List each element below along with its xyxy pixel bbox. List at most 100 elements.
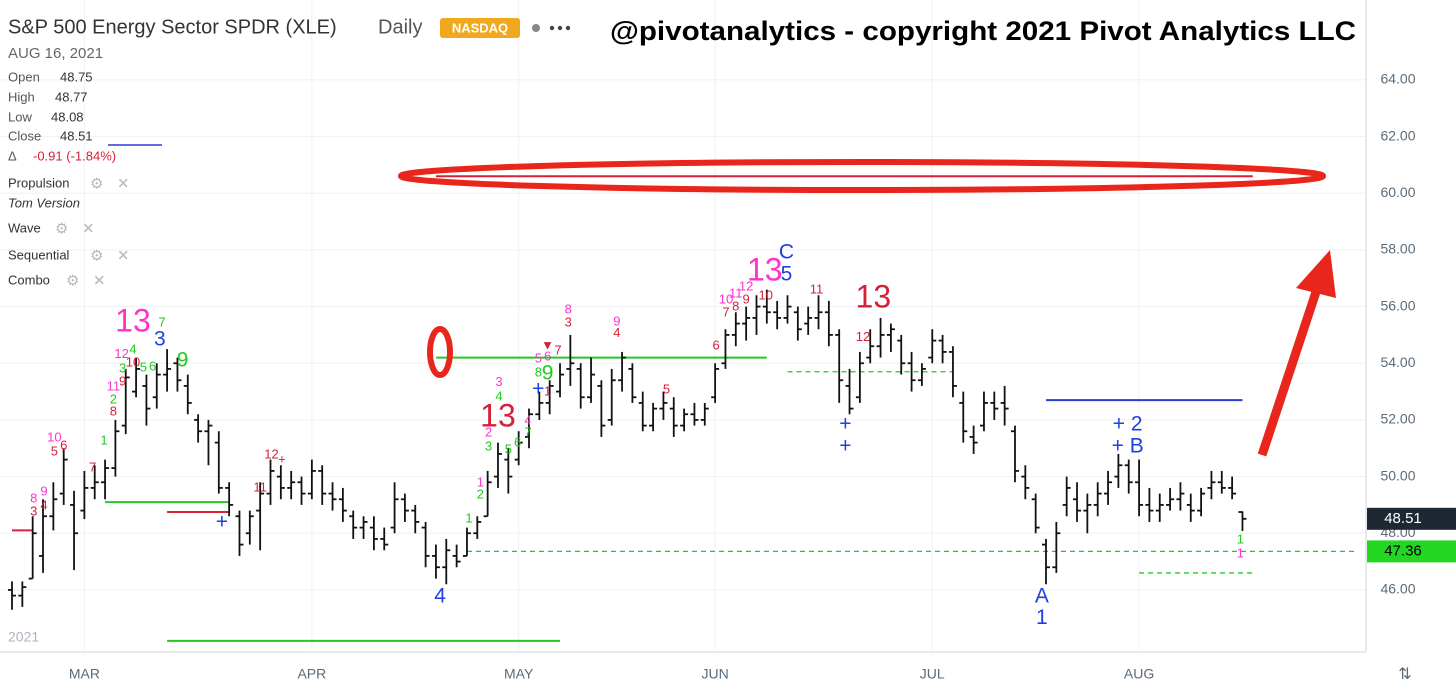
ohlc-bar	[1135, 459, 1144, 517]
ohlc-bar	[886, 323, 895, 352]
annotation: 1	[1237, 531, 1244, 546]
ohlc-bar	[1104, 470, 1113, 505]
annotation: 13	[480, 397, 516, 433]
ohlc-bar	[1000, 385, 1009, 426]
annotation: 1	[544, 383, 551, 398]
ohlc-bar	[452, 544, 461, 568]
annotation: 5	[140, 360, 147, 375]
annotation: 8	[565, 301, 572, 316]
annotation: 3	[485, 438, 492, 453]
ohlc-bar	[1207, 470, 1216, 500]
menu-dot[interactable]	[565, 25, 571, 31]
annotation: 12	[264, 446, 278, 461]
ohlc-value: 48.51	[60, 128, 93, 143]
ohlc-bar	[742, 306, 751, 341]
settings-icon[interactable]: ⚙	[55, 220, 68, 238]
annotation: 10	[719, 292, 733, 307]
ohlc-bar	[318, 465, 327, 505]
annotation: 9	[40, 483, 47, 498]
ohlc-bar	[214, 431, 223, 494]
close-icon[interactable]: ✕	[117, 175, 130, 193]
ohlc-bar	[225, 482, 234, 517]
ohlc-bar	[204, 419, 213, 466]
scale-toggle[interactable]: ⇅	[1398, 666, 1411, 683]
ohlc-bar	[917, 363, 926, 386]
ohlc-bar	[245, 510, 254, 545]
annotation: 3	[565, 314, 572, 329]
ohlc-bar	[628, 363, 637, 403]
ohlc-bar	[80, 470, 89, 520]
indicator[interactable]: Combo	[8, 272, 50, 287]
ohlc-bar	[483, 470, 492, 518]
x-tick-label: APR	[297, 666, 326, 682]
ohlc-bar	[876, 317, 885, 358]
close-icon[interactable]: ✕	[82, 220, 95, 238]
ohlc-bar	[804, 306, 813, 335]
ohlc-bar	[1197, 487, 1206, 517]
ohlc-bar	[287, 470, 296, 500]
ohlc-bar	[101, 459, 110, 500]
y-tick-label: 54.00	[1380, 354, 1415, 370]
annotation: 11	[107, 378, 121, 393]
exchange: NASDAQ	[452, 20, 508, 35]
annotation: 1	[477, 474, 484, 489]
ohlc-bar	[938, 334, 947, 364]
ohlc-bar	[721, 329, 730, 369]
ohlc-bar	[576, 363, 585, 409]
ohlc-bar	[597, 380, 606, 437]
close-icon[interactable]: ✕	[117, 247, 130, 265]
ohlc-bar	[39, 499, 48, 573]
ohlc-bar	[504, 448, 513, 494]
ohlc-bar	[845, 368, 854, 415]
menu-dot[interactable]	[549, 25, 555, 31]
annotation: 4	[524, 412, 531, 427]
ohlc-bar	[142, 374, 151, 426]
settings-icon[interactable]: ⚙	[66, 272, 79, 290]
annotation: 10	[47, 429, 61, 444]
x-tick-label: JUL	[920, 666, 945, 682]
annotation: 7	[524, 424, 531, 439]
annotation: 7	[158, 314, 165, 329]
annotation: 11	[729, 285, 743, 300]
annotation: 13	[856, 278, 892, 314]
annotation: 13	[747, 251, 783, 287]
x-tick-label: MAR	[69, 666, 100, 682]
ohlc-bar	[979, 391, 988, 432]
ohlc-bar	[1083, 493, 1092, 534]
arrow-head	[1296, 250, 1336, 298]
ohlc-bar	[380, 527, 389, 551]
change-value: -0.91 (-1.84%)	[33, 148, 116, 163]
ohlc-bar	[1052, 521, 1061, 573]
y-tick-label: 58.00	[1380, 241, 1415, 257]
ohlc-bar	[163, 349, 172, 392]
ohlc-bar	[194, 414, 203, 443]
settings-icon[interactable]: ⚙	[90, 247, 103, 265]
ohlc-bar	[173, 357, 182, 392]
indicator[interactable]: Propulsion	[8, 175, 69, 190]
ohlc-bar	[369, 516, 378, 551]
indicator[interactable]: Sequential	[8, 247, 70, 262]
annotation: 4	[495, 388, 502, 403]
settings-icon[interactable]: ⚙	[90, 175, 103, 193]
annotation: 6	[149, 358, 156, 373]
ohlc-bar	[400, 493, 409, 522]
close-icon[interactable]: ✕	[93, 272, 106, 290]
y-tick-label: 46.00	[1380, 581, 1415, 597]
ohlc-bar	[525, 408, 533, 449]
ohlc-bar	[824, 300, 833, 347]
annotation: 1	[100, 432, 107, 447]
ohlc-bar	[556, 363, 565, 398]
ohlc-bar	[411, 504, 420, 534]
ohlc-bar	[1010, 425, 1019, 483]
annotation: 10	[759, 287, 773, 302]
ohlc-bar	[359, 516, 368, 539]
plot-area	[0, 0, 1366, 650]
menu-dot[interactable]	[557, 25, 563, 31]
annotation: 8	[732, 298, 739, 313]
indicator[interactable]: Wave	[8, 220, 41, 235]
annotation: 4	[434, 585, 446, 608]
annotation: 10	[126, 355, 140, 370]
ohlc-bar	[1217, 470, 1226, 494]
annotation: +	[278, 451, 286, 466]
